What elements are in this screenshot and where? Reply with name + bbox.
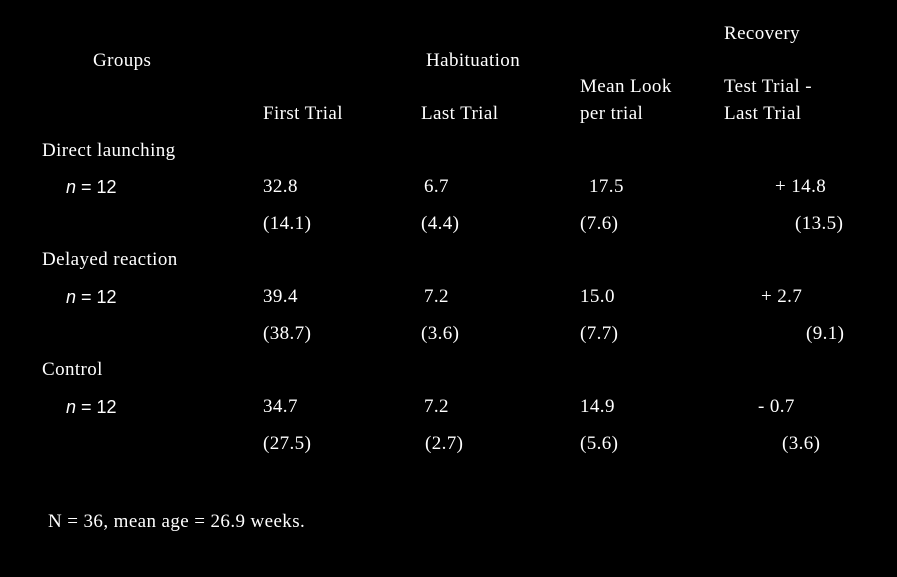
first-trial-mean: 32.8 xyxy=(263,176,298,197)
header-per-trial: per trial xyxy=(580,103,644,124)
header-mean-look: Mean Look xyxy=(580,76,672,97)
group-name-control: Control xyxy=(42,359,103,380)
recovery-mean: + 14.8 xyxy=(775,176,827,197)
first-trial-mean: 34.7 xyxy=(263,396,298,417)
recovery-mean: - 0.7 xyxy=(758,396,795,417)
mean-look-sd: (7.6) xyxy=(580,213,619,234)
recovery-sd: (9.1) xyxy=(806,323,845,344)
mean-look-sd: (7.7) xyxy=(580,323,619,344)
recovery-sd: (3.6) xyxy=(782,433,821,454)
recovery-mean: + 2.7 xyxy=(761,286,803,307)
recovery-sd: (13.5) xyxy=(795,213,844,234)
last-trial-sd: (2.7) xyxy=(425,433,464,454)
last-trial-sd: (3.6) xyxy=(421,323,460,344)
header-recovery-last-trial: Last Trial xyxy=(724,103,802,124)
header-last-trial: Last Trial xyxy=(421,103,499,124)
group-n-control: n = 12 xyxy=(66,397,117,417)
first-trial-sd: (14.1) xyxy=(263,213,312,234)
mean-look-mean: 15.0 xyxy=(580,286,615,307)
first-trial-mean: 39.4 xyxy=(263,286,298,307)
last-trial-sd: (4.4) xyxy=(421,213,460,234)
header-groups: Groups xyxy=(93,50,152,71)
header-recovery: Recovery xyxy=(724,23,800,44)
group-name-delayed-reaction: Delayed reaction xyxy=(42,249,178,270)
group-n-delayed-reaction: n = 12 xyxy=(66,287,117,307)
footnote: N = 36, mean age = 26.9 weeks. xyxy=(48,511,306,532)
first-trial-sd: (27.5) xyxy=(263,433,312,454)
header-first-trial: First Trial xyxy=(263,103,343,124)
mean-look-mean: 14.9 xyxy=(580,396,615,417)
group-name-direct-launching: Direct launching xyxy=(42,140,176,161)
group-n-direct-launching: n = 12 xyxy=(66,177,117,197)
header-habituation: Habituation xyxy=(426,50,521,71)
header-test-trial: Test Trial - xyxy=(724,76,812,97)
first-trial-sd: (38.7) xyxy=(263,323,312,344)
last-trial-mean: 7.2 xyxy=(424,286,449,307)
last-trial-mean: 6.7 xyxy=(424,176,449,197)
last-trial-mean: 7.2 xyxy=(424,396,449,417)
mean-look-mean: 17.5 xyxy=(589,176,624,197)
mean-look-sd: (5.6) xyxy=(580,433,619,454)
